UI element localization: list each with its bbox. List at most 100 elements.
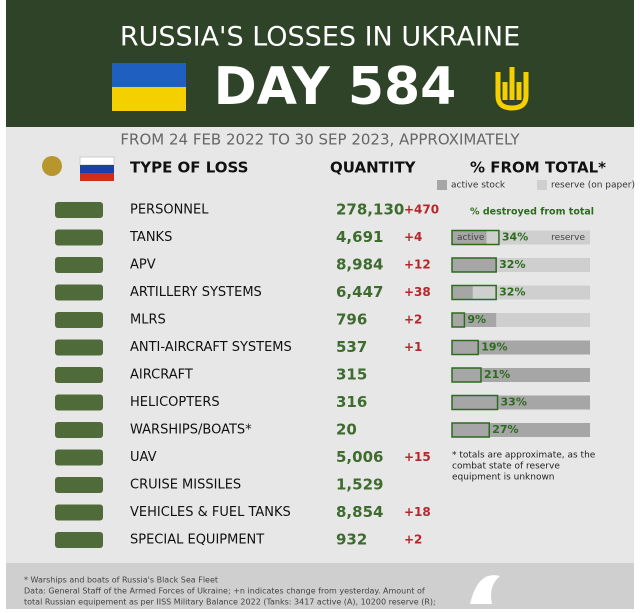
destroyed-bar xyxy=(451,229,500,246)
quantity: 537 xyxy=(336,338,367,356)
footer-band xyxy=(6,563,634,609)
reserve-bar xyxy=(452,285,590,300)
destroyed-label: 19% xyxy=(481,341,507,354)
quantity: 6,447 xyxy=(336,283,383,301)
loss-type: SPECIAL EQUIPMENT xyxy=(130,533,264,548)
icon xyxy=(55,339,103,356)
change: +1 xyxy=(404,340,422,354)
footer-text: Data: General Staff of the Armed Forces … xyxy=(24,587,425,596)
legend-reserve: reserve (on paper) xyxy=(551,181,635,191)
destroyed-label: 21% xyxy=(484,368,510,381)
footer-text: total Russian equipement as per IISS Mil… xyxy=(24,598,436,607)
column-percent: % FROM TOTAL* xyxy=(470,159,606,177)
bar-reserve-label: reserve xyxy=(551,233,585,243)
quantity: 278,130 xyxy=(336,201,404,219)
note: * totals are approximate, as the xyxy=(452,451,596,461)
loss-type: MLRS xyxy=(130,313,166,328)
change: +18 xyxy=(404,505,431,519)
legend-active-swatch xyxy=(437,180,447,190)
loss-type: VEHICLES & FUEL TANKS xyxy=(130,505,291,520)
destroyed-bar xyxy=(451,367,482,383)
quantity: 932 xyxy=(336,531,367,549)
day: DAY 584 xyxy=(214,57,457,117)
emblem xyxy=(42,156,62,176)
ru-flag-white xyxy=(79,156,115,166)
destroyed-label: 33% xyxy=(501,396,527,409)
loss-type: HELICOPTERS xyxy=(130,395,220,410)
loss-type: AIRCRAFT xyxy=(130,368,193,383)
destroyed-label: 32% xyxy=(499,258,525,271)
icon xyxy=(55,449,103,466)
trident xyxy=(495,67,529,111)
destroyed-label: 32% xyxy=(499,286,525,299)
icon xyxy=(55,504,103,521)
icon xyxy=(55,202,103,218)
icon xyxy=(55,532,103,548)
note: combat state of reserve xyxy=(452,462,560,472)
title: RUSSIA'S LOSSES IN UKRAINE xyxy=(120,22,520,53)
legend-reserve-swatch xyxy=(537,180,547,190)
icon xyxy=(55,394,103,411)
quantity: 316 xyxy=(336,393,367,411)
header-band xyxy=(6,0,634,127)
quantity: 8,854 xyxy=(336,503,383,521)
icon xyxy=(55,422,103,438)
destroyed-bar xyxy=(451,284,497,301)
change: +38 xyxy=(404,285,431,299)
loss-type: WARSHIPS/BOATS* xyxy=(130,423,252,438)
loss-type: TANKS xyxy=(129,230,172,245)
quantity: 20 xyxy=(336,421,357,439)
quantity: 4,691 xyxy=(336,228,383,246)
quantity: 1,529 xyxy=(336,476,383,494)
active-bar xyxy=(452,368,590,382)
active-bar xyxy=(452,340,590,355)
active-bar xyxy=(452,230,487,245)
ru-flag-blue xyxy=(80,165,114,173)
active-bar xyxy=(452,395,590,410)
icon xyxy=(55,477,103,493)
loss-type: PERSONNEL xyxy=(130,203,209,218)
logo xyxy=(470,575,500,604)
destroyed-bar xyxy=(451,339,479,356)
change: +2 xyxy=(404,313,422,327)
loss-type: UAV xyxy=(130,450,157,465)
change: +4 xyxy=(404,230,422,244)
active-bar xyxy=(452,258,497,272)
destroyed-bar xyxy=(451,394,499,411)
footer-text: * Warships and boats of Russia's Black S… xyxy=(24,576,218,585)
active-bar xyxy=(452,285,473,300)
quantity: 796 xyxy=(336,311,367,329)
quantity: 5,006 xyxy=(336,448,383,466)
icon xyxy=(55,367,103,383)
icon xyxy=(55,312,103,328)
icon xyxy=(55,229,103,246)
active-bar xyxy=(452,423,590,437)
column-type: TYPE OF LOSS xyxy=(130,159,248,177)
flag-blue xyxy=(112,63,186,87)
note: equipment is unknown xyxy=(452,473,555,483)
quantity: 8,984 xyxy=(336,256,383,274)
icon xyxy=(55,257,103,273)
loss-type: ANTI-AIRCRAFT SYSTEMS xyxy=(130,340,292,355)
ru-flag-red xyxy=(80,173,114,181)
destroyed-bar xyxy=(451,312,466,328)
destroyed-bar xyxy=(451,257,497,273)
legend-destroyed: % destroyed from total xyxy=(470,207,594,218)
change: +470 xyxy=(404,203,439,217)
flag-yellow xyxy=(112,87,186,111)
change: +2 xyxy=(404,533,422,547)
destroyed-label: 34% xyxy=(502,231,528,244)
change: +12 xyxy=(404,258,431,272)
subtitle: FROM 24 FEB 2022 TO 30 SEP 2023, APPROXI… xyxy=(120,131,520,149)
active-bar xyxy=(452,313,497,327)
destroyed-label: 27% xyxy=(492,423,518,436)
loss-type: ARTILLERY SYSTEMS xyxy=(130,285,262,300)
destroyed-bar xyxy=(451,422,491,438)
icon xyxy=(55,284,103,301)
bar-active-label: active xyxy=(457,233,485,243)
legend-active: active stock xyxy=(451,181,506,191)
change: +15 xyxy=(404,450,431,464)
quantity: 315 xyxy=(336,366,367,384)
destroyed-label: 9% xyxy=(467,313,486,326)
loss-type: APV xyxy=(130,258,156,273)
